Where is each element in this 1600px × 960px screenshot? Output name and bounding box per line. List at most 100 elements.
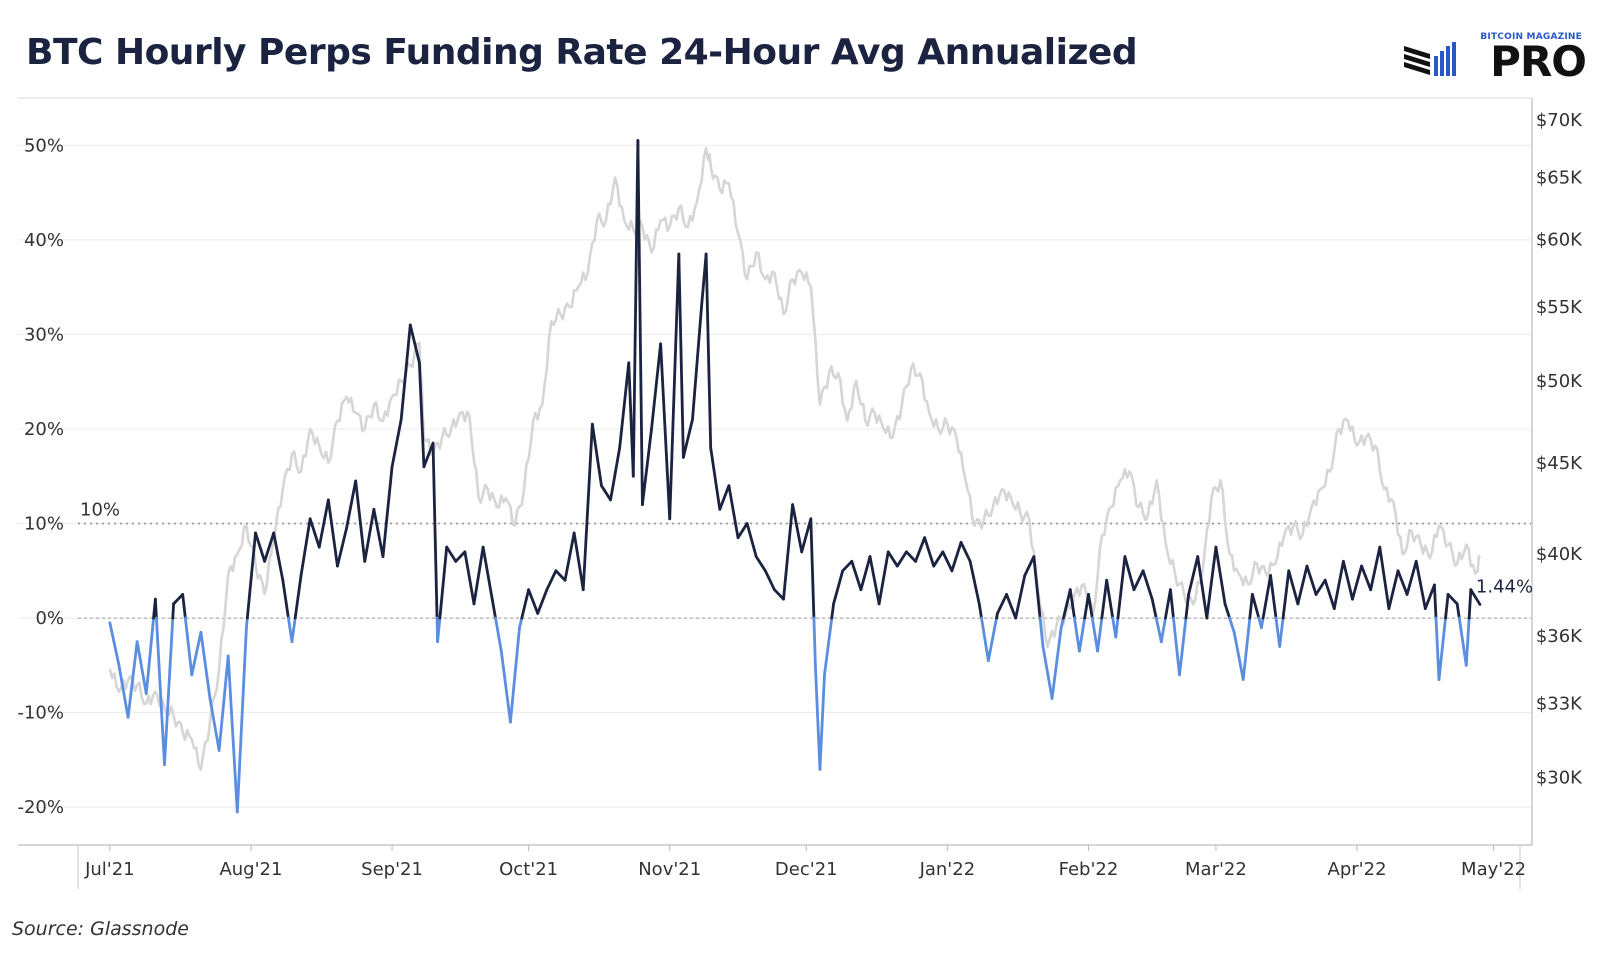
y-tick-label-left: 20% xyxy=(24,419,64,440)
funding-segment xyxy=(1090,616,1099,653)
funding-segment xyxy=(859,555,872,592)
price-series xyxy=(108,146,1482,771)
funding-segment xyxy=(1073,616,1081,653)
funding-segment xyxy=(850,559,863,592)
x-tick-label: Sep'21 xyxy=(361,859,423,880)
x-tick-label: Dec'21 xyxy=(775,859,838,880)
funding-segment xyxy=(1341,559,1354,601)
funding-segment xyxy=(536,588,549,615)
funding-segment xyxy=(914,536,927,563)
funding-segment xyxy=(390,418,403,469)
funding-segment xyxy=(659,342,672,521)
funding-segment xyxy=(1305,564,1318,596)
funding-segment xyxy=(1228,616,1236,634)
funding-segment xyxy=(1087,593,1094,620)
funding-segment xyxy=(422,441,435,469)
funding-segment xyxy=(745,522,758,559)
funding-segment xyxy=(144,616,155,696)
funding-segment xyxy=(1360,564,1373,592)
funding-segment xyxy=(1332,559,1345,611)
funding-segment xyxy=(1100,578,1109,620)
funding-segment xyxy=(1278,616,1285,648)
funding-segment xyxy=(877,550,890,606)
funding-segment xyxy=(438,545,449,620)
last-value-label: 1.44% xyxy=(1476,576,1533,597)
funding-segment xyxy=(308,517,321,549)
price-line xyxy=(108,146,1482,771)
funding-segment xyxy=(518,616,524,629)
funding-segment xyxy=(1260,616,1265,629)
funding-segment xyxy=(163,616,175,767)
funding-segment xyxy=(818,673,826,771)
y-tick-label-right: $33K xyxy=(1536,693,1583,714)
funding-segment xyxy=(809,517,816,620)
funding-segment xyxy=(800,517,813,554)
funding-segment xyxy=(509,626,521,724)
funding-segment xyxy=(677,252,685,459)
funding-segment xyxy=(1444,593,1450,620)
funding-segment xyxy=(941,550,954,573)
x-tick-label: Jan'22 xyxy=(919,859,976,880)
funding-segment xyxy=(293,574,303,620)
funding-rate-series xyxy=(108,139,1482,814)
funding-segment xyxy=(345,479,358,530)
funding-segment xyxy=(1387,569,1400,611)
funding-segment xyxy=(1457,616,1468,667)
x-tick-label: Mar'22 xyxy=(1185,859,1247,880)
x-tick-label: Oct'21 xyxy=(499,859,558,880)
funding-segment xyxy=(408,323,421,365)
funding-segment xyxy=(1123,555,1136,592)
funding-segment xyxy=(1116,555,1127,620)
funding-segment xyxy=(923,536,936,568)
funding-segment xyxy=(126,640,139,719)
y-tick-label-right: $45K xyxy=(1536,453,1583,474)
funding-segment xyxy=(1396,569,1409,596)
y-tick-label-left: 30% xyxy=(24,324,64,345)
x-tick-label: Aug'21 xyxy=(219,859,282,880)
funding-segment xyxy=(1077,616,1087,653)
funding-segment xyxy=(1469,588,1482,606)
funding-segment xyxy=(245,616,249,629)
funding-segment xyxy=(1178,616,1188,677)
funding-segment xyxy=(727,484,740,540)
funding-segment xyxy=(832,569,845,606)
funding-segment xyxy=(1159,616,1167,644)
funding-segment xyxy=(183,616,194,677)
funding-segment xyxy=(354,479,367,563)
funding-segment xyxy=(932,550,945,568)
funding-segment xyxy=(1150,597,1158,620)
y-tick-label-left: 50% xyxy=(24,135,64,156)
funding-segment xyxy=(1314,578,1327,596)
funding-segment xyxy=(1068,588,1076,620)
funding-segment xyxy=(641,427,653,506)
funding-segment xyxy=(950,541,963,573)
funding-segment xyxy=(1414,559,1427,611)
y-tick-label-right: $30K xyxy=(1536,767,1583,788)
funding-segment xyxy=(691,304,703,421)
funding-segment xyxy=(226,654,239,814)
funding-segment xyxy=(363,507,376,563)
funding-segment xyxy=(281,578,290,620)
funding-segment xyxy=(636,139,644,506)
funding-segment xyxy=(454,550,467,563)
funding-segment xyxy=(1223,602,1231,620)
funding-segment xyxy=(830,602,835,620)
funding-segment xyxy=(773,588,785,601)
funding-segment xyxy=(1434,616,1441,681)
axis-labels: 50% 40% 30% 20% 10% 0% -10% -20% $70K $65K $60K $55… xyxy=(17,110,1583,880)
funding-segment xyxy=(709,446,722,511)
funding-segment xyxy=(1014,574,1027,620)
funding-segment xyxy=(1281,569,1291,620)
funding-segment xyxy=(1423,583,1436,611)
funding-segment xyxy=(1105,578,1115,620)
funding-segment xyxy=(208,697,221,752)
funding-segment xyxy=(117,663,130,719)
funding-segment xyxy=(445,545,458,563)
funding-segment xyxy=(1059,616,1065,629)
y-tick-label-right: $36K xyxy=(1536,626,1583,647)
funding-segment xyxy=(1433,583,1438,620)
funding-segment xyxy=(1023,555,1036,577)
funding-segment xyxy=(1114,616,1120,639)
funding-segment xyxy=(1405,559,1418,596)
funding-segment xyxy=(1467,588,1473,620)
